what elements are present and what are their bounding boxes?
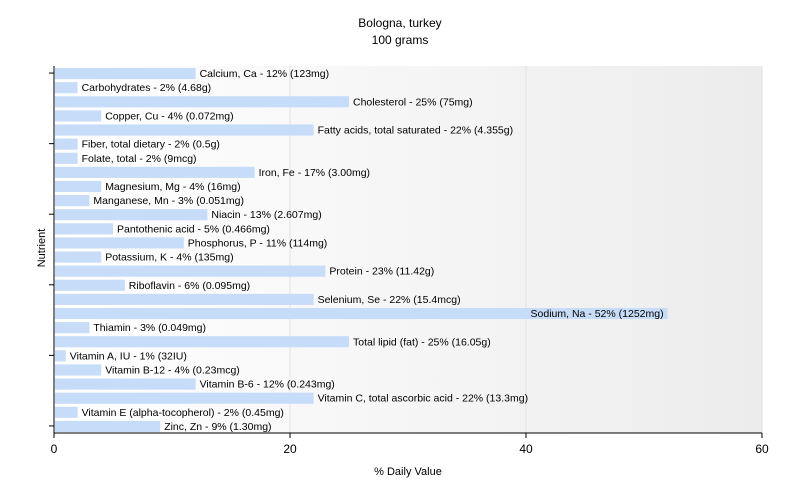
axes: 0 20 40 60 [49,66,769,456]
bar-label: Potassium, K - 4% (135mg) [105,252,233,264]
bar [55,209,208,221]
bar [55,110,102,122]
bar [55,82,78,94]
bar-label: Vitamin A, IU - 1% (32IU) [70,350,187,362]
bar [55,420,161,432]
bar [55,152,78,164]
bar-label: Selenium, Se - 22% (15.4mcg) [318,294,461,306]
bar [55,96,349,108]
bar [55,392,314,404]
bar-label: Vitamin E (alpha-tocopherol) - 2% (0.45m… [82,407,284,419]
y-axis-label: Nutrient [36,228,48,268]
bar [55,406,78,418]
bar [55,166,255,178]
x-tick-label: 20 [283,442,297,456]
bar-label: Manganese, Mn - 3% (0.051mg) [93,195,244,207]
bar-label: Carbohydrates - 2% (4.68g) [82,82,212,94]
bar [55,322,90,334]
bar-labels: Calcium, Ca - 12% (123mg) Carbohydrates -… [70,68,664,433]
bar-label: Cholesterol - 25% (75mg) [353,96,473,108]
bar-label: Iron, Fe - 17% (3.00mg) [259,167,370,179]
bar [55,279,125,291]
bar [55,195,90,207]
x-tick-label: 60 [755,442,769,456]
bar [55,124,314,136]
bar-label: Sodium, Na - 52% (1252mg) [531,308,664,320]
x-tick-label: 0 [51,442,58,456]
bar-label: Zinc, Zn - 9% (1.30mg) [164,421,271,433]
chart-title: Bologna, turkey [358,16,442,30]
bar [55,293,314,305]
bar [55,378,196,390]
x-axis-label: % Daily Value [374,466,442,478]
chart-subtitle: 100 grams [371,33,429,47]
bar-label: Pantothenic acid - 5% (0.466mg) [117,223,270,235]
bar-label: Vitamin B-12 - 4% (0.23mcg) [105,364,240,376]
bar [55,350,66,362]
bars [55,68,668,432]
x-tick-label: 40 [519,442,533,456]
bar-label: Magnesium, Mg - 4% (16mg) [105,181,240,193]
bar [55,223,113,235]
bar [55,364,102,376]
bar-label: Phosphorus, P - 11% (114mg) [188,237,327,249]
bar-label: Fatty acids, total saturated - 22% (4.35… [318,125,514,137]
bar-label: Vitamin B-6 - 12% (0.243mg) [200,379,335,391]
bar [55,307,668,320]
bar [55,68,196,80]
bar-label: Riboflavin - 6% (0.095mg) [129,280,250,292]
bar-label: Calcium, Ca - 12% (123mg) [200,68,330,80]
bar [55,265,326,277]
bar-label: Protein - 23% (11.42g) [329,266,434,278]
bar-label: Total lipid (fat) - 25% (16.05g) [353,336,491,348]
bar-label: Niacin - 13% (2.607mg) [211,209,321,221]
bar [55,251,102,263]
bar-label: Copper, Cu - 4% (0.072mg) [105,110,233,122]
bar [55,138,78,150]
bar [55,336,349,348]
bar [55,237,184,249]
bar-label: Fiber, total dietary - 2% (0.5g) [82,139,220,151]
bar-label: Vitamin C, total ascorbic acid - 22% (13… [318,393,528,405]
bar [55,180,102,193]
bar-label: Thiamin - 3% (0.049mg) [93,322,206,334]
bar-label: Folate, total - 2% (9mcg) [82,153,197,165]
